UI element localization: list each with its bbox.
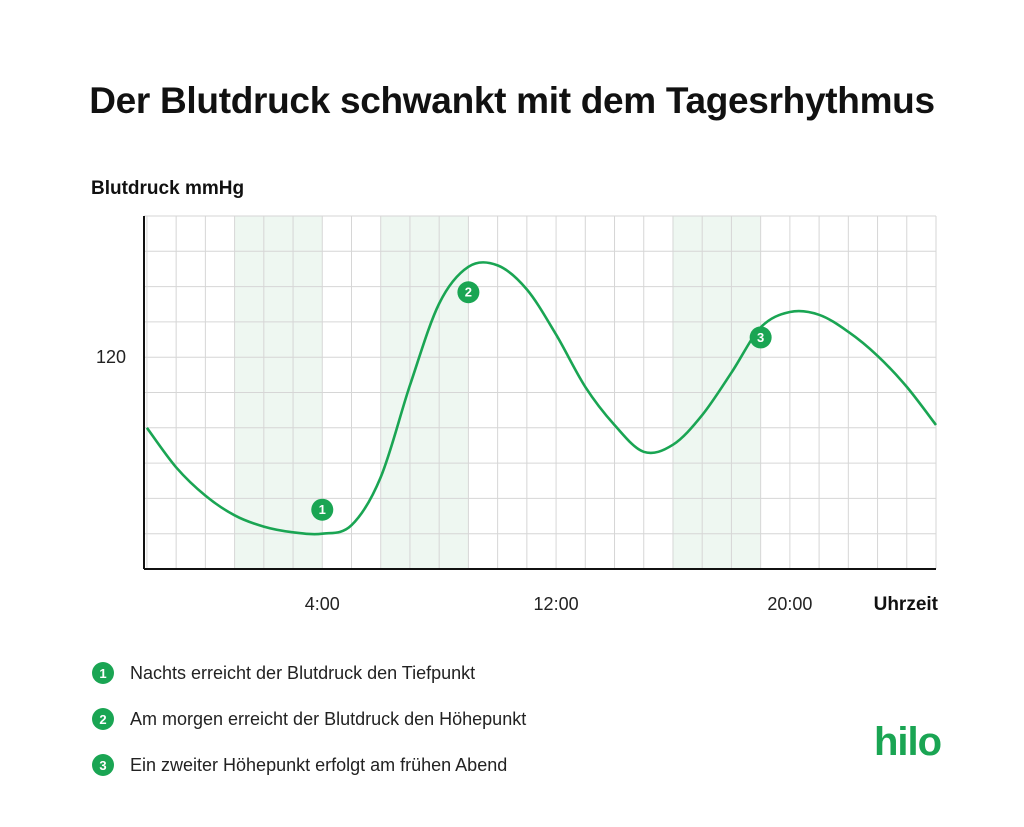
marker-3 [749,326,772,349]
marker-label-2: 2 [465,285,472,300]
legend-item-2: 2 Am morgen erreicht der Blutdruck den H… [92,696,526,742]
marker-2 [457,281,480,304]
line-chart: 1 2 3 4:00 12:00 20:00 120 Uhrzeit [96,215,939,615]
legend-text-1: Nachts erreicht der Blutdruck den Tiefpu… [130,662,476,683]
legend-item-1: 1 Nachts erreicht der Blutdruck den Tief… [92,650,526,696]
hilo-logo: hilo [874,720,942,764]
legend-badge-2: 2 [92,708,114,730]
chart-title: Der Blutdruck schwankt mit dem Tagesrhyt… [89,80,935,121]
legend-text-2: Am morgen erreicht der Blutdruck den Höh… [130,708,527,729]
legend-badge-1: 1 [92,662,114,684]
legend-badge-3: 3 [92,754,114,776]
x-axis-label: Uhrzeit [874,594,939,615]
y-axis-label: Blutdruck mmHg [91,178,245,199]
x-tick-label: 12:00 [534,594,579,614]
blood-pressure-line [145,261,938,536]
legend-item-3: 3 Ein zweiter Höhepunkt erfolgt am frühe… [92,742,526,788]
marker-label-3: 3 [757,330,764,345]
legend-text-3: Ein zweiter Höhepunkt erfolgt am frühen … [130,754,508,775]
legend: 1 Nachts erreicht der Blutdruck den Tief… [92,650,526,788]
marker-label-1: 1 [319,502,326,517]
x-tick-label: 20:00 [767,594,812,614]
y-tick-label: 120 [96,347,126,367]
x-tick-label: 4:00 [305,594,340,614]
marker-1 [311,498,334,521]
